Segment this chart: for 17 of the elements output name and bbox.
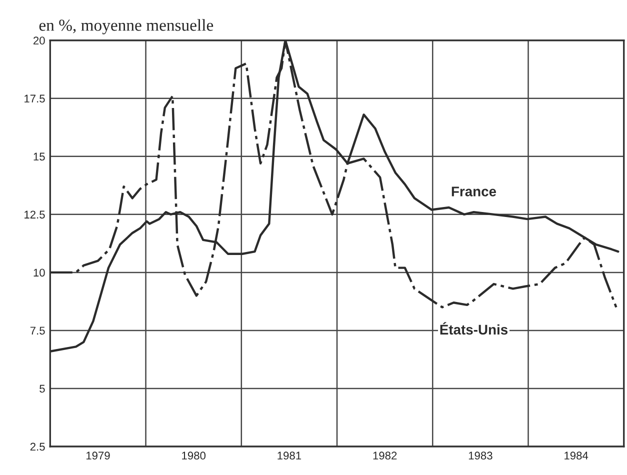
y-tick-label: 10 xyxy=(34,268,45,277)
y-tick-label: 12.5 xyxy=(24,210,45,219)
y-tick-label: 17.5 xyxy=(24,94,45,103)
x-tick-label: 1984 xyxy=(564,452,588,460)
y-tick-label: 2.5 xyxy=(30,442,45,451)
series-label: États-Unis xyxy=(440,322,508,335)
y-tick-label: 5 xyxy=(40,384,45,393)
y-tick-label: 7.5 xyxy=(30,326,45,335)
x-tick-label: 1979 xyxy=(86,452,110,460)
x-tick-label: 1981 xyxy=(278,452,302,460)
x-tick-label: 1980 xyxy=(182,452,206,460)
series-label: France xyxy=(452,186,496,196)
y-tick-label: 15 xyxy=(34,152,45,161)
x-tick-label: 1983 xyxy=(468,452,492,460)
x-tick-label: 1982 xyxy=(373,452,397,460)
y-tick-label: 20 xyxy=(34,36,45,45)
y-axis-title: en %, moyenne mensuelle xyxy=(39,19,214,34)
